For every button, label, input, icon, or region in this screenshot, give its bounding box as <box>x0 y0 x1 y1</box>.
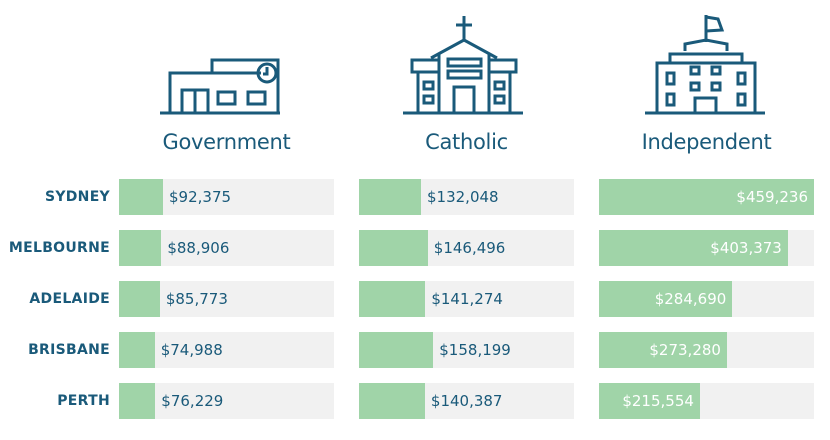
value-label: $74,988 <box>160 341 223 359</box>
value-label: $459,236 <box>736 188 808 206</box>
bar-track: $403,373 <box>599 230 814 266</box>
bar-track: $85,773 <box>119 281 334 317</box>
bar-track: $140,387 <box>359 383 574 419</box>
bar-catholic-adelaide <box>359 281 426 317</box>
bar-government-adelaide <box>119 281 160 317</box>
row-label-perth: PERTH <box>57 393 110 409</box>
bar-independent-sydney <box>599 179 814 215</box>
bar-track: $284,690 <box>599 281 814 317</box>
value-label: $158,199 <box>439 341 511 359</box>
bar-track: $141,274 <box>359 281 574 317</box>
row-label-melbourne: MELBOURNE <box>8 240 110 256</box>
value-label: $76,229 <box>161 392 224 410</box>
column-title-government: Government <box>162 130 291 154</box>
value-label: $284,690 <box>654 290 727 308</box>
column-title-independent: Independent <box>641 130 772 154</box>
bar-government-brisbane <box>119 332 155 368</box>
independent-school-icon <box>640 8 780 120</box>
value-label: $88,906 <box>167 239 230 257</box>
bar-catholic-melbourne <box>359 230 428 266</box>
value-label: $132,048 <box>427 188 499 206</box>
bar-independent-brisbane <box>599 332 727 368</box>
bar-track: $215,554 <box>599 383 814 419</box>
bar-track: $158,199 <box>359 332 574 368</box>
bar-track: $76,229 <box>119 383 334 419</box>
bar-track: $92,375 <box>119 179 334 215</box>
row-label-sydney: SYDNEY <box>44 189 110 205</box>
row-label-adelaide: ADELAIDE <box>29 291 110 307</box>
value-label: $403,373 <box>710 239 782 257</box>
bar-catholic-brisbane <box>359 332 434 368</box>
bar-government-sydney <box>119 179 163 215</box>
bar-track: $146,496 <box>359 230 574 266</box>
value-label: $273,280 <box>649 341 721 359</box>
bar-independent-melbourne <box>599 230 788 266</box>
bar-track: $74,988 <box>119 332 334 368</box>
value-label: $146,496 <box>433 239 506 257</box>
government-school-icon <box>155 8 295 120</box>
bar-track: $273,280 <box>599 332 814 368</box>
catholic-school-icon <box>398 8 538 120</box>
value-label: $141,274 <box>431 290 503 308</box>
bar-government-melbourne <box>119 230 162 266</box>
bar-track: $132,048 <box>359 179 574 215</box>
bar-independent-perth <box>599 383 700 419</box>
value-label: $140,387 <box>430 392 503 410</box>
value-label: $215,554 <box>622 392 694 410</box>
column-title-catholic: Catholic <box>425 130 508 154</box>
bar-track: $88,906 <box>119 230 334 266</box>
bar-catholic-perth <box>359 383 425 419</box>
bar-independent-adelaide <box>599 281 733 317</box>
row-label-brisbane: BRISBANE <box>28 342 110 358</box>
bar-government-perth <box>119 383 156 419</box>
value-label: $85,773 <box>165 290 228 308</box>
value-label: $92,375 <box>169 188 232 206</box>
bar-track: $459,236 <box>599 179 814 215</box>
bar-catholic-sydney <box>359 179 421 215</box>
